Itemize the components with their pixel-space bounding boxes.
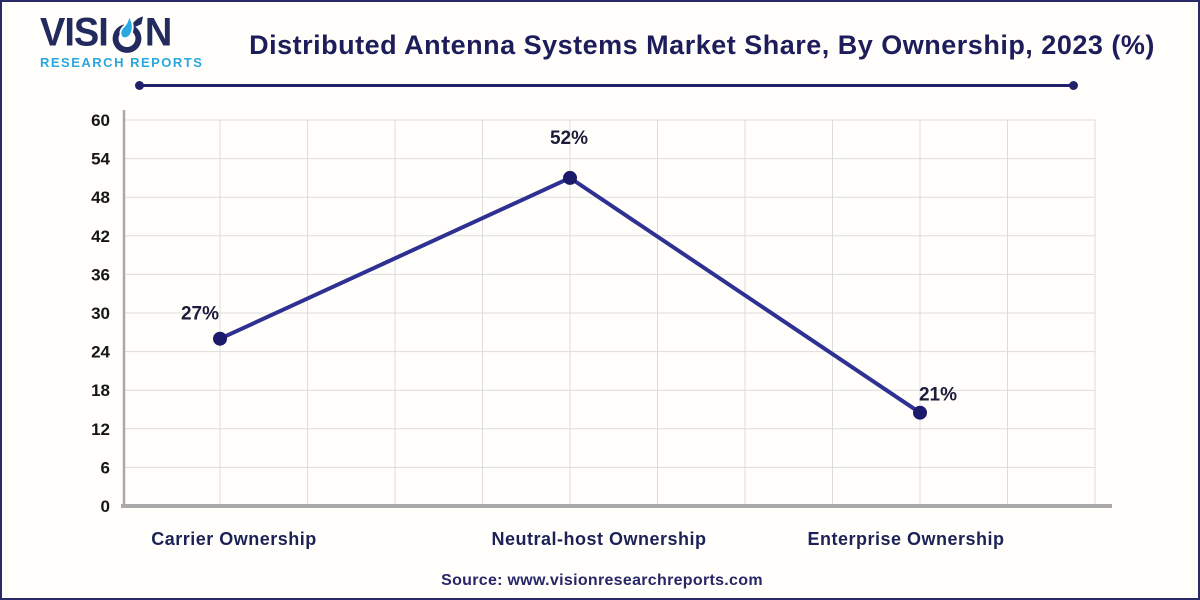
y-tick-label: 12 bbox=[91, 420, 110, 439]
x-category-label: Carrier Ownership bbox=[151, 529, 317, 549]
rule-right-dot bbox=[1069, 81, 1078, 90]
x-category-label: Enterprise Ownership bbox=[807, 529, 1004, 549]
logo-wordmark: VISI N bbox=[40, 10, 210, 56]
y-tick-label: 30 bbox=[91, 304, 110, 323]
y-tick-label: 54 bbox=[91, 150, 110, 169]
vision-drop-swoosh-icon bbox=[112, 14, 143, 53]
data-point-label: 27% bbox=[181, 304, 219, 325]
chart-title: Distributed Antenna Systems Market Share… bbox=[249, 30, 1155, 60]
source-text: Source: www.visionresearchreports.com bbox=[441, 572, 763, 589]
logo-text-left: VISI bbox=[40, 10, 109, 56]
y-tick-label: 18 bbox=[91, 381, 110, 400]
data-point-marker bbox=[213, 331, 227, 346]
y-tick-label: 60 bbox=[91, 111, 110, 130]
y-tick-label: 42 bbox=[91, 227, 110, 246]
data-point-label: 21% bbox=[919, 385, 957, 406]
data-point-marker bbox=[563, 170, 577, 185]
y-tick-label: 24 bbox=[91, 343, 110, 362]
title-underline bbox=[135, 81, 1078, 90]
y-tick-label: 36 bbox=[91, 265, 110, 284]
x-category-label: Neutral-host Ownership bbox=[491, 529, 706, 549]
data-point-label: 52% bbox=[550, 128, 588, 149]
logo-tagline: RESEARCH REPORTS bbox=[40, 55, 204, 70]
rule-left-dot bbox=[135, 81, 144, 90]
y-tick-label: 0 bbox=[101, 497, 110, 516]
y-tick-label: 6 bbox=[101, 458, 110, 477]
brand-logo: VISI N RESEARCH REPORTS bbox=[40, 10, 210, 70]
logo-text-right: N bbox=[144, 10, 172, 56]
y-tick-label: 48 bbox=[91, 188, 110, 207]
data-point-marker bbox=[913, 405, 927, 420]
